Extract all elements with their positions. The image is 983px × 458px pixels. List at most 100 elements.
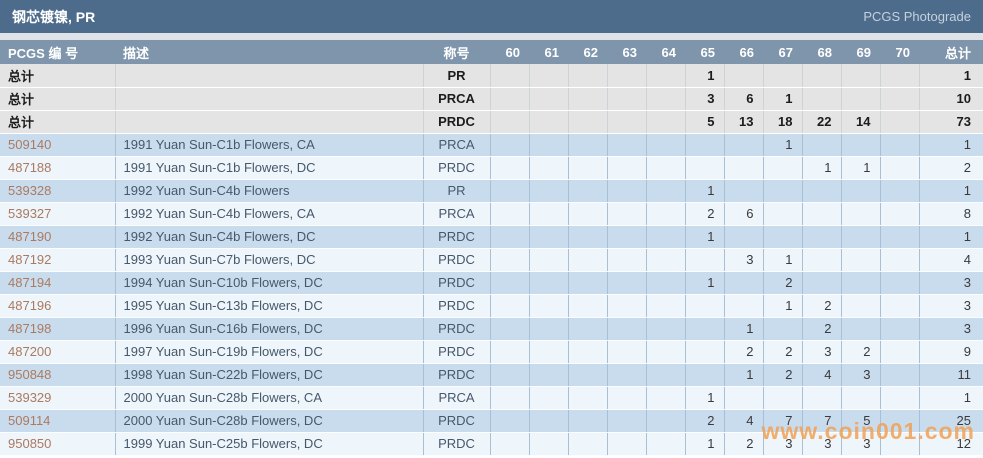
- grade-cell-69: [841, 202, 881, 226]
- grade-cell-60: [490, 156, 530, 180]
- total-cell: 1: [919, 64, 983, 88]
- grade-cell-70: [880, 248, 920, 272]
- pcgs-number-link[interactable]: 539327: [8, 206, 52, 221]
- pcgs-number-link[interactable]: 487194: [8, 275, 52, 290]
- grade-cell-60: [490, 87, 530, 111]
- grade-cell-61: [529, 156, 569, 180]
- grade-cell-62: [568, 179, 608, 203]
- population-table: PCGS 编 号描述 称号 60 61 62 63 64 65 66 67 68 69 70 总计 总计 P…: [0, 40, 983, 456]
- grade-cell-68: 3: [802, 340, 842, 364]
- pcgs-number-link[interactable]: 509114: [8, 413, 51, 428]
- pcgs-number-link[interactable]: 487188: [8, 160, 52, 175]
- grade-cell-66: [724, 271, 764, 295]
- grade-cell-65: 5: [685, 110, 725, 134]
- grade-cell-66: 6: [724, 202, 764, 226]
- grade-cell-64: [646, 340, 686, 364]
- grade-cell-62: [568, 87, 608, 111]
- table-row: 487190 1992 Yuan Sun-C4b Flowers, DC PRDC 1…: [0, 225, 983, 249]
- table-row: 539327 1992 Yuan Sun-C4b Flowers, CA PRCA 2…: [0, 202, 983, 226]
- pcgs-number-link[interactable]: 950850: [8, 436, 52, 451]
- grade-cell-64: [646, 363, 686, 387]
- grade-cell-61: [529, 110, 569, 134]
- grade-cell-69: [841, 386, 881, 410]
- grade-cell-69: 1: [841, 156, 881, 180]
- pcgs-number-link[interactable]: 487200: [8, 344, 52, 359]
- grade-cell-60: [490, 202, 530, 226]
- grade-cell-63: [607, 317, 647, 341]
- grade-cell-65: [685, 133, 725, 157]
- description-cell: [115, 110, 424, 134]
- photograde-link[interactable]: PCGS Photograde: [863, 9, 971, 24]
- table-row: 539329 2000 Yuan Sun-C28b Flowers, CA PRCA…: [0, 386, 983, 410]
- grade-cell-63: [607, 386, 647, 410]
- table-row: 950848 1998 Yuan Sun-C22b Flowers, DC PRDC…: [0, 363, 983, 387]
- table-row: 509114 2000 Yuan Sun-C28b Flowers, DC PRDC…: [0, 409, 983, 433]
- pcgs-number-link[interactable]: 539328: [8, 183, 52, 198]
- grade-cell-66: 3: [724, 248, 764, 272]
- grade-cell-70: [880, 409, 920, 433]
- grade-cell-66: [724, 386, 764, 410]
- grade-cell-65: 1: [685, 225, 725, 249]
- column-header-grade-61: 61: [529, 40, 568, 64]
- grade-cell-64: [646, 179, 686, 203]
- total-cell: 10: [919, 87, 983, 111]
- grade-cell-60: [490, 248, 530, 272]
- grade-cell-66: [724, 133, 764, 157]
- grade-cell-63: [607, 179, 647, 203]
- pcgs-number-link[interactable]: 487190: [8, 229, 52, 244]
- grade-cell-67: 2: [763, 363, 803, 387]
- pcgs-number-cell: 487188: [0, 156, 116, 180]
- pcgs-number-link[interactable]: 539329: [8, 390, 52, 405]
- grade-cell-66: 1: [724, 363, 764, 387]
- grade-cell-63: [607, 225, 647, 249]
- pcgs-number-link[interactable]: 487196: [8, 298, 52, 313]
- description-cell: 1998 Yuan Sun-C22b Flowers, DC: [115, 363, 424, 387]
- designation-cell: PR: [423, 179, 491, 203]
- grade-cell-70: [880, 179, 920, 203]
- table-row: 487188 1991 Yuan Sun-C1b Flowers, DC PRDC 1…: [0, 156, 983, 180]
- grade-cell-62: [568, 409, 608, 433]
- pcgs-number-link[interactable]: 509140: [8, 137, 52, 152]
- column-header-grade-69: 69: [841, 40, 880, 64]
- column-header-grade-67: 67: [763, 40, 802, 64]
- total-cell: 2: [919, 156, 983, 180]
- grade-cell-67: [763, 225, 803, 249]
- grade-cell-65: 1: [685, 64, 725, 88]
- pcgs-number-cell: 487192: [0, 248, 116, 272]
- grade-cell-60: [490, 179, 530, 203]
- pcgs-number-cell: 950848: [0, 363, 116, 387]
- pcgs-number-link[interactable]: 950848: [8, 367, 52, 382]
- designation-cell: PRCA: [423, 87, 491, 111]
- grade-cell-60: [490, 133, 530, 157]
- column-header-grade-63: 63: [607, 40, 646, 64]
- grade-cell-67: [763, 386, 803, 410]
- grade-cell-61: [529, 432, 569, 456]
- total-cell: 11: [919, 363, 983, 387]
- grade-cell-69: [841, 179, 881, 203]
- grade-cell-68: [802, 225, 842, 249]
- grade-cell-67: 1: [763, 294, 803, 318]
- grade-cell-66: [724, 294, 764, 318]
- summary-label-cell: 总计: [0, 87, 116, 111]
- grade-cell-69: 14: [841, 110, 881, 134]
- designation-cell: PRDC: [423, 432, 491, 456]
- grade-cell-60: [490, 64, 530, 88]
- designation-cell: PRDC: [423, 156, 491, 180]
- pcgs-number-link[interactable]: 487192: [8, 252, 52, 267]
- grade-cell-66: [724, 64, 764, 88]
- pcgs-number-link[interactable]: 487198: [8, 321, 52, 336]
- total-cell: 1: [919, 225, 983, 249]
- total-cell: 3: [919, 317, 983, 341]
- grade-cell-64: [646, 317, 686, 341]
- grade-cell-70: [880, 87, 920, 111]
- designation-cell: PRCA: [423, 202, 491, 226]
- grade-cell-67: 3: [763, 432, 803, 456]
- column-header-description: 描述: [115, 40, 423, 64]
- designation-cell: PRDC: [423, 317, 491, 341]
- grade-cell-65: 2: [685, 202, 725, 226]
- grade-cell-68: [802, 87, 842, 111]
- summary-label-cell: 总计: [0, 64, 116, 88]
- column-header-grade-60: 60: [490, 40, 529, 64]
- grade-cell-60: [490, 363, 530, 387]
- designation-cell: PRDC: [423, 409, 491, 433]
